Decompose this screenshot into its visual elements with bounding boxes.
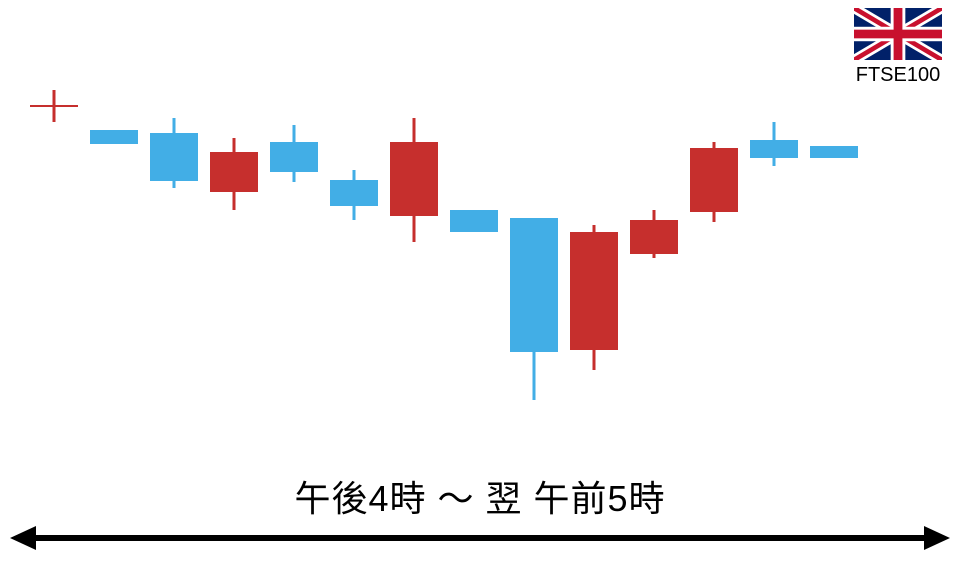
candle-body — [450, 210, 498, 232]
time-range-arrow — [10, 520, 950, 556]
candlestick-chart — [0, 60, 960, 440]
candle-body — [690, 148, 738, 212]
candle-body — [330, 180, 378, 206]
candle-body — [150, 133, 198, 181]
uk-flag-icon — [854, 8, 942, 60]
candle-body — [570, 232, 618, 350]
candle-body — [510, 218, 558, 352]
candle-body — [750, 140, 798, 158]
time-range-label: 午後4時 ～ 翌 午前5時 — [0, 470, 960, 522]
candle-body — [810, 146, 858, 158]
candle-body — [90, 130, 138, 144]
candle-body — [270, 142, 318, 172]
candle-body — [210, 152, 258, 192]
candle-body — [630, 220, 678, 254]
candle-body — [30, 105, 78, 107]
candle-body — [390, 142, 438, 216]
